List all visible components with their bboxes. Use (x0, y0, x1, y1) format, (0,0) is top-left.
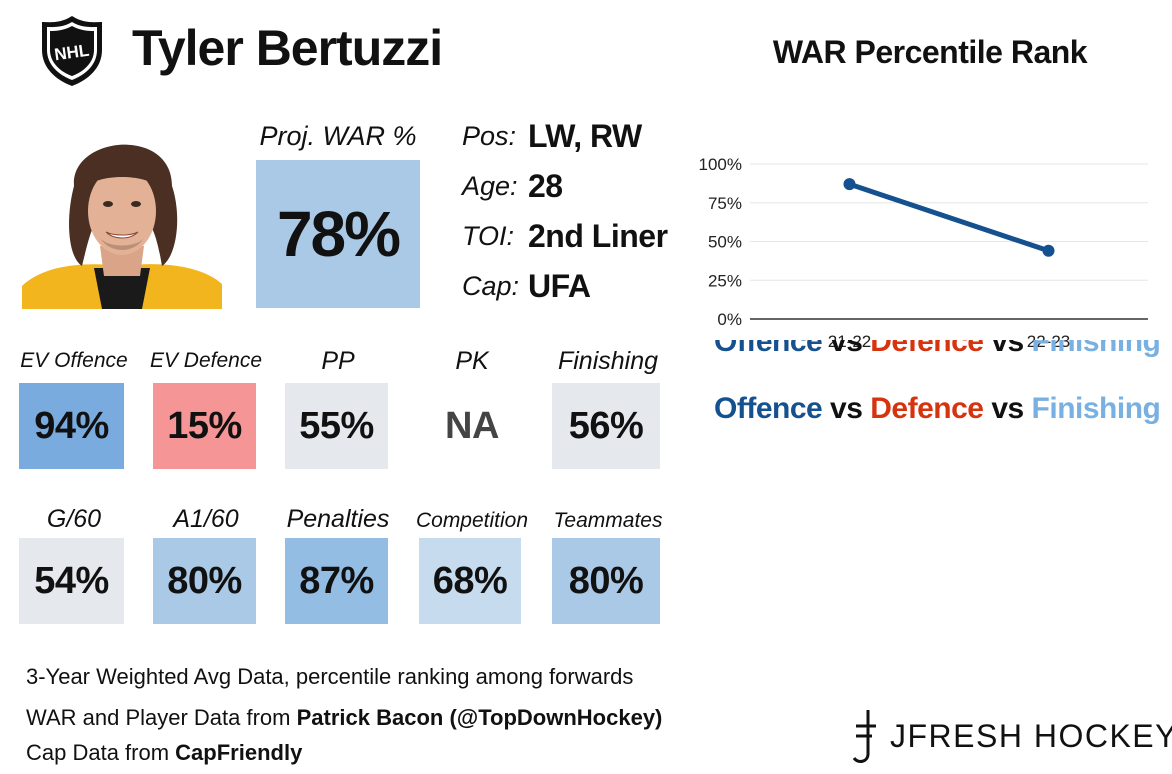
legend-vs-1: vs (830, 392, 863, 425)
stat-label-pk: PK (455, 347, 489, 375)
info-value-toi: 2nd Liner (528, 218, 668, 254)
stat-label-ev-offence: EV Offence (20, 349, 128, 372)
footer-line-2-prefix: WAR and Player Data from (26, 705, 297, 730)
stat-label-teammates: Teammates (553, 509, 663, 532)
info-value-cap: UFA (528, 268, 591, 304)
data-point (1042, 244, 1055, 257)
legend-row-clipped: Offence vs Defence vs Finishing (714, 340, 1160, 376)
legend-finishing: Finishing (1031, 392, 1161, 425)
stat-label-ev-defence: EV Defence (149, 349, 263, 372)
stat-label-a160: A1/60 (173, 505, 239, 533)
info-label-age: Age: (462, 171, 518, 201)
stat-box-competition: 68% (419, 538, 521, 624)
info-value-pos: LW, RW (528, 118, 642, 154)
y-tick-label: 0% (717, 310, 742, 329)
player-name: Tyler Bertuzzi (132, 20, 443, 76)
y-tick-label: 100% (699, 155, 742, 174)
player-photo (22, 116, 222, 309)
series-line (847, 181, 1051, 254)
nhl-logo: NHL (38, 14, 106, 88)
x-tick-label: 22-23 (1027, 332, 1070, 351)
stat-box-ev-defence: 15% (153, 383, 256, 469)
chart-title: WAR Percentile Rank (772, 34, 1088, 70)
svg-text:NHL: NHL (53, 41, 90, 65)
footer-credit-bacon: Patrick Bacon (@TopDownHockey) (296, 705, 663, 730)
footer-credit-capfriendly: CapFriendly (175, 740, 303, 765)
legend-vs-2: vs (991, 392, 1024, 425)
brand-text: JFRESH HOCKEY (890, 718, 1172, 754)
info-value-age: 28 (528, 168, 563, 204)
war-percentile-chart: 0% 25% 50% 75% 100% 21-22 22-23 (699, 155, 1148, 351)
jfresh-logo-icon (846, 706, 1146, 766)
legend-offence-clipped: Offence (714, 340, 823, 358)
stat-label-finishing: Finishing (557, 347, 659, 375)
stat-label-penalties: Penalties (286, 505, 390, 533)
stat-box-penalties: 87% (285, 538, 388, 624)
proj-war-value: 78% (256, 160, 420, 308)
legend-vs-clipped-1: vs (830, 340, 863, 358)
footer-line-1: 3-Year Weighted Avg Data, percentile ran… (26, 664, 634, 689)
stat-label-competition: Competition (415, 509, 529, 532)
y-tick-label: 50% (708, 233, 742, 252)
legend-defence: Defence (870, 392, 984, 425)
legend-defence-clipped: Defence (870, 340, 984, 358)
footer-line-2: WAR and Player Data from Patrick Bacon (… (26, 703, 662, 733)
stat-box-a160: 80% (153, 538, 256, 624)
stat-label-g60: G/60 (46, 505, 102, 533)
legend-finishing-clipped: Finishing (1031, 340, 1161, 358)
stat-box-pp: 55% (285, 383, 388, 469)
y-tick-label: 25% (708, 271, 742, 290)
proj-war-label: Proj. WAR % (259, 121, 417, 151)
footer-line-3-prefix: Cap Data from (26, 740, 176, 765)
legend-offence: Offence (714, 392, 823, 425)
info-label-pos: Pos: (462, 121, 517, 151)
y-tick-label: 75% (708, 194, 742, 213)
legend-vs-clipped-2: vs (991, 340, 1024, 358)
x-tick-label: 21-22 (828, 332, 871, 351)
footer-line-3: Cap Data from CapFriendly (26, 738, 302, 768)
stat-label-pp: PP (321, 347, 355, 375)
stat-box-g60: 54% (19, 538, 124, 624)
stat-box-finishing: 56% (552, 383, 660, 469)
stat-box-teammates: 80% (552, 538, 660, 624)
data-point (843, 178, 856, 191)
info-label-toi: TOI: (462, 221, 515, 251)
stat-box-ev-offence: 94% (19, 383, 124, 469)
info-label-cap: Cap: (462, 271, 520, 301)
stat-box-pk: NA (419, 383, 525, 469)
legend-row: Offence vs Defence vs Finishing (714, 389, 1161, 429)
